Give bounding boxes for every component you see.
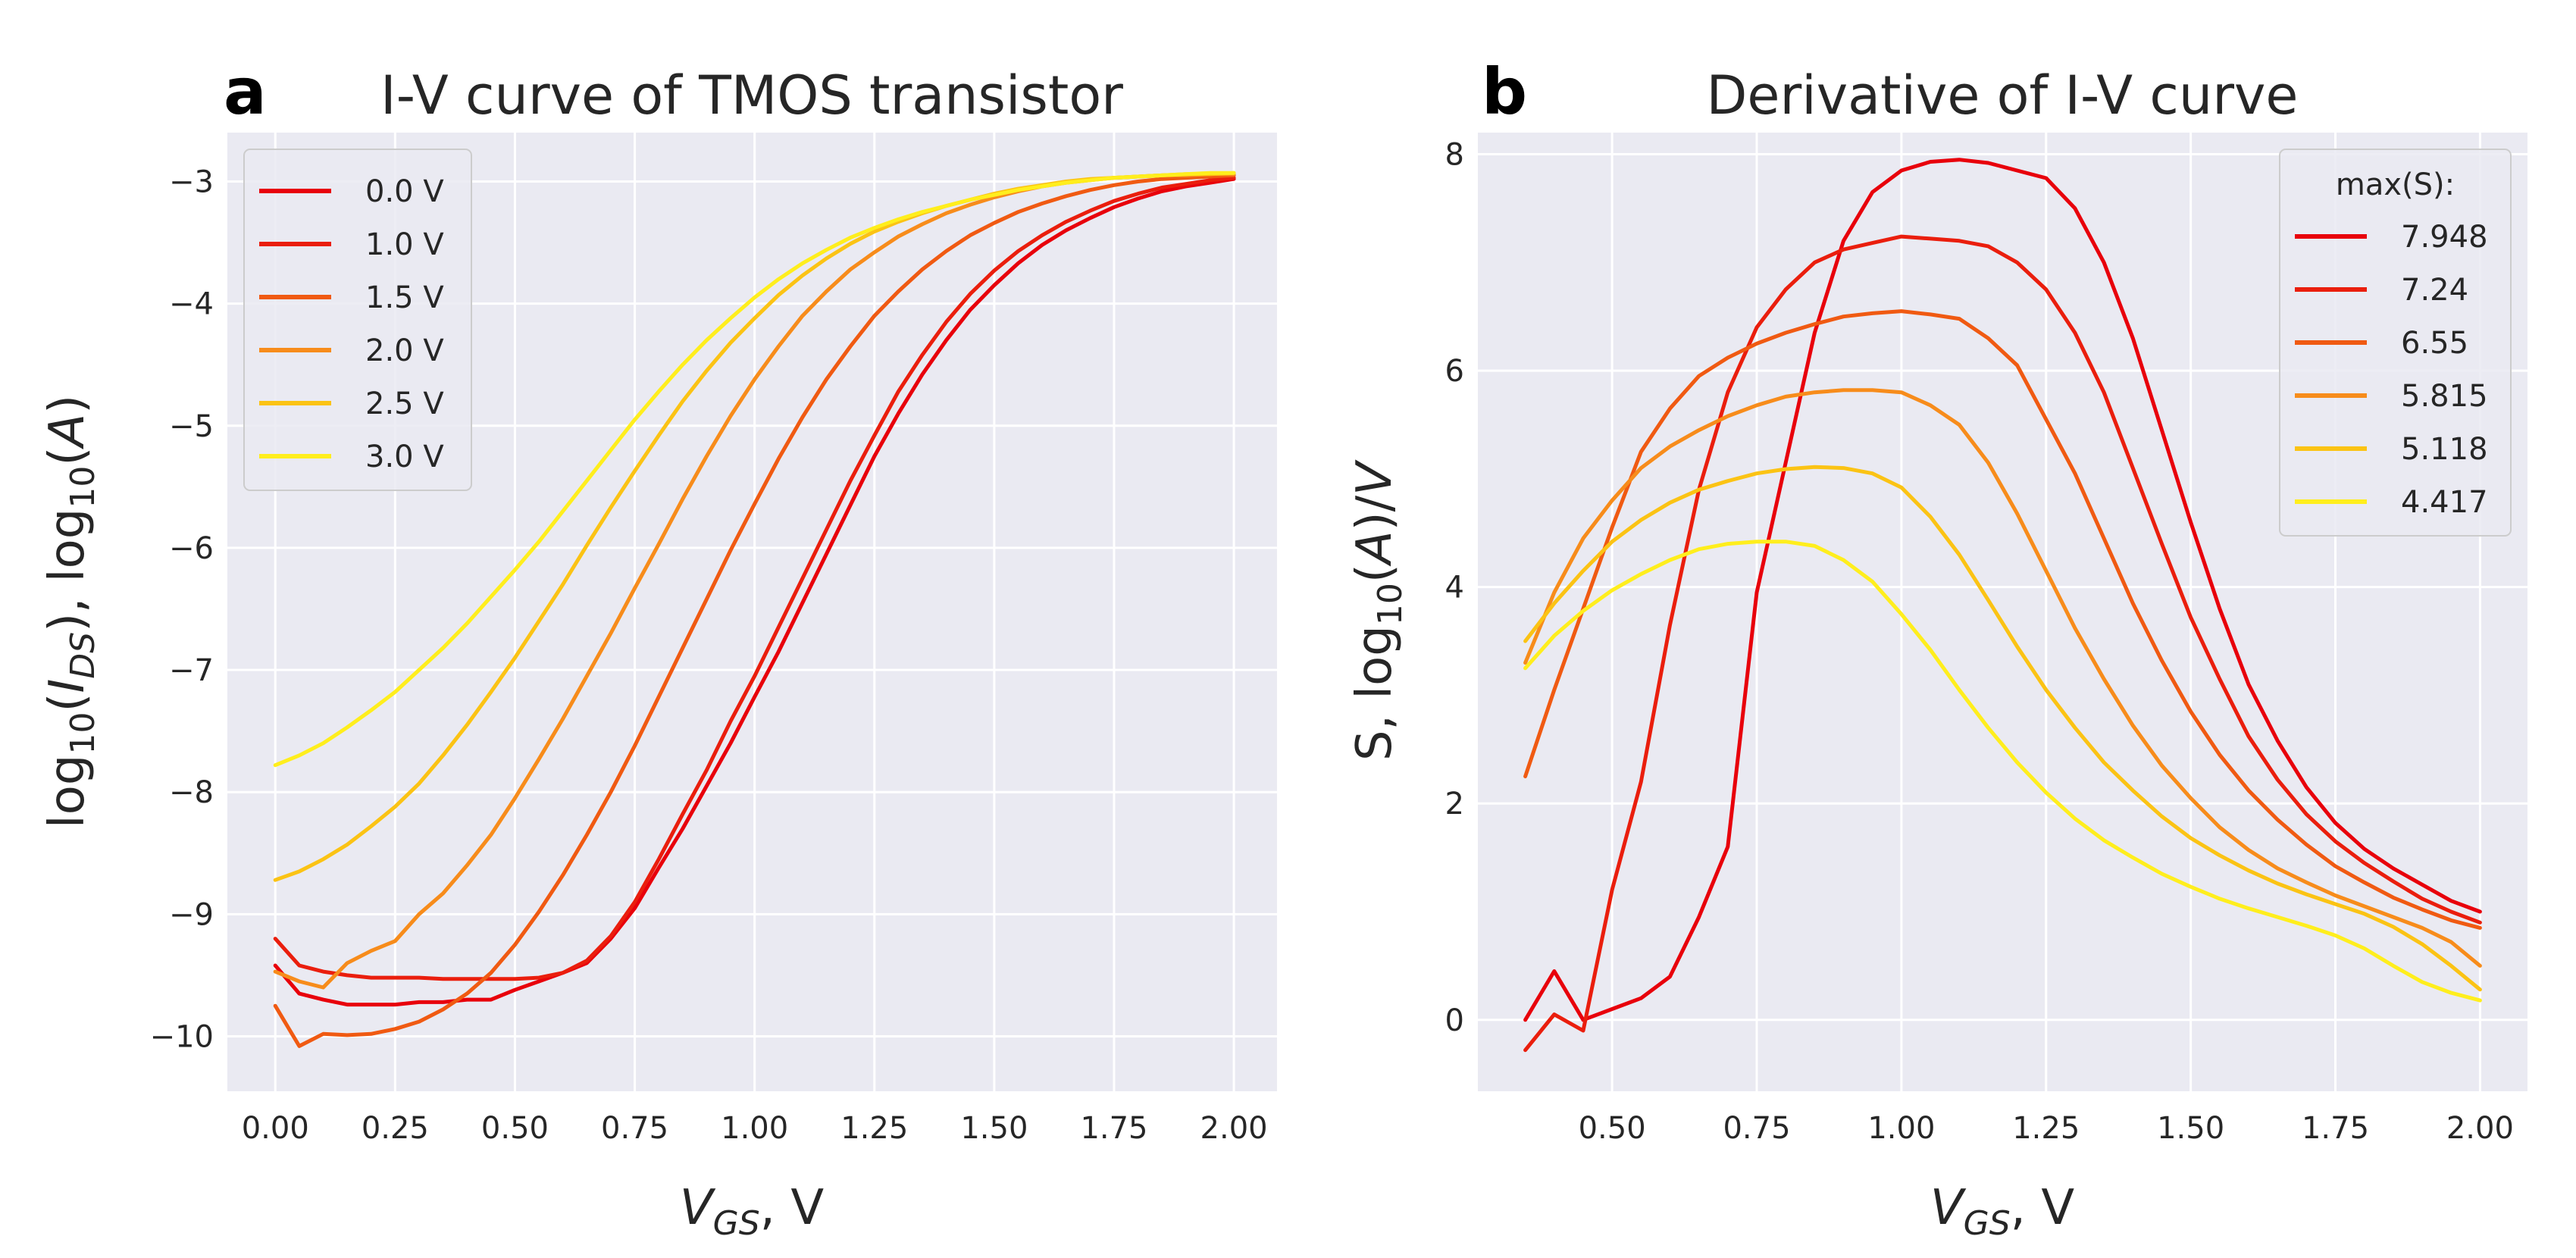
grid-a bbox=[227, 133, 1277, 1091]
series-group-b bbox=[1523, 158, 2482, 1053]
legend-label: 3.0 V bbox=[365, 440, 444, 474]
legend-b: max(S): 7.948 7.24 6.55 5.815 5.118 4.417 bbox=[2279, 149, 2512, 537]
y-tick-label: −8 bbox=[169, 775, 214, 810]
legend-label: 7.24 bbox=[2401, 273, 2468, 308]
x-tick-labels-b: 0.50 0.75 1.00 1.25 1.50 1.75 2.00 bbox=[1579, 1111, 2514, 1146]
x-tick-label: 1.50 bbox=[2157, 1111, 2224, 1146]
legend-label: 5.118 bbox=[2401, 432, 2488, 467]
y-tick-labels-a: −3 −4 −5 −6 −7 −8 −9 −10 bbox=[150, 164, 214, 1054]
x-tick-label: 2.00 bbox=[1200, 1111, 1268, 1146]
y-tick-label: 2 bbox=[1445, 787, 1464, 821]
x-tick-label: 1.50 bbox=[960, 1111, 1028, 1146]
y-tick-label: −6 bbox=[169, 531, 214, 566]
legend-label: 4.417 bbox=[2401, 485, 2488, 520]
x-tick-label: 1.75 bbox=[2302, 1111, 2369, 1146]
series-line bbox=[1523, 540, 2482, 1003]
x-tick-label: 2.00 bbox=[2446, 1111, 2514, 1146]
x-tick-label: 1.00 bbox=[1867, 1111, 1935, 1146]
legend-label: 2.0 V bbox=[365, 333, 444, 368]
x-tick-label: 0.75 bbox=[601, 1111, 668, 1146]
series-line bbox=[273, 176, 1236, 981]
y-tick-label: 4 bbox=[1445, 571, 1464, 606]
y-axis-label-b: S, log10(A)/V bbox=[1347, 459, 1410, 761]
x-axis-label-a: VGS, V bbox=[680, 1180, 825, 1243]
y-tick-label: 0 bbox=[1445, 1003, 1464, 1038]
legend-label: 2.5 V bbox=[365, 386, 444, 421]
y-tick-label: −5 bbox=[169, 409, 214, 444]
y-tick-labels-b: 0 2 4 6 8 bbox=[1445, 138, 1464, 1038]
legend-a: 0.0 V 1.0 V 1.5 V 2.0 V 2.5 V 3.0 V bbox=[243, 149, 472, 491]
legend-label: 7.948 bbox=[2401, 220, 2488, 255]
x-tick-labels-a: 0.00 0.25 0.50 0.75 1.00 1.25 1.50 1.75 2.00 bbox=[242, 1111, 1268, 1146]
y-tick-label: 8 bbox=[1445, 138, 1464, 173]
series-line bbox=[1523, 309, 2482, 930]
x-tick-label: 1.00 bbox=[721, 1111, 788, 1146]
legend-frame bbox=[2279, 149, 2512, 537]
x-axis-label-b: VGS, V bbox=[1930, 1180, 2075, 1243]
series-line bbox=[1523, 465, 2482, 992]
y-tick-label: −10 bbox=[150, 1019, 214, 1054]
series-line bbox=[1523, 388, 2482, 968]
y-tick-label: −4 bbox=[169, 287, 214, 322]
x-tick-label: 1.25 bbox=[2012, 1111, 2080, 1146]
panel-a: 0.00 0.25 0.50 0.75 1.00 1.25 1.50 1.75 2.00 −3−… bbox=[39, 55, 1277, 1243]
series-line bbox=[273, 173, 1236, 1048]
legend-label: 5.815 bbox=[2401, 379, 2488, 414]
y-tick-label: −9 bbox=[169, 897, 214, 932]
x-tick-label: 1.25 bbox=[840, 1111, 908, 1146]
legend-title: max(S): bbox=[2336, 167, 2455, 202]
series-group-a bbox=[273, 171, 1236, 1048]
y-tick-label: 6 bbox=[1445, 354, 1464, 389]
y-axis-label-a: log10(IDS), log10(A) bbox=[39, 395, 102, 828]
chart-title-b: Derivative of I-V curve bbox=[1707, 64, 2299, 127]
series-line bbox=[273, 171, 1236, 768]
chart-title-a: I-V curve of TMOS transistor bbox=[380, 64, 1123, 127]
x-tick-label: 0.50 bbox=[1579, 1111, 1646, 1146]
series-line bbox=[1523, 234, 2482, 1053]
legend-label: 1.5 V bbox=[365, 280, 444, 315]
panel-b: 0.50 0.75 1.00 1.25 1.50 1.75 2.00 0 2 4 6 8 b Der… bbox=[1347, 55, 2527, 1243]
y-tick-label: −3 bbox=[169, 164, 214, 199]
legend-label: 6.55 bbox=[2401, 326, 2468, 361]
x-tick-label: 0.25 bbox=[362, 1111, 429, 1146]
x-tick-label: 0.50 bbox=[481, 1111, 549, 1146]
series-line bbox=[1523, 158, 2482, 1022]
x-tick-label: 1.75 bbox=[1080, 1111, 1147, 1146]
x-tick-label: 0.75 bbox=[1723, 1111, 1790, 1146]
y-tick-label: −7 bbox=[169, 653, 214, 688]
legend-label: 0.0 V bbox=[365, 174, 444, 209]
panel-letter-b: b bbox=[1482, 55, 1527, 129]
panel-letter-a: a bbox=[224, 55, 267, 129]
x-tick-label: 0.00 bbox=[242, 1111, 309, 1146]
legend-label: 1.0 V bbox=[365, 227, 444, 262]
series-line bbox=[273, 177, 1236, 1007]
